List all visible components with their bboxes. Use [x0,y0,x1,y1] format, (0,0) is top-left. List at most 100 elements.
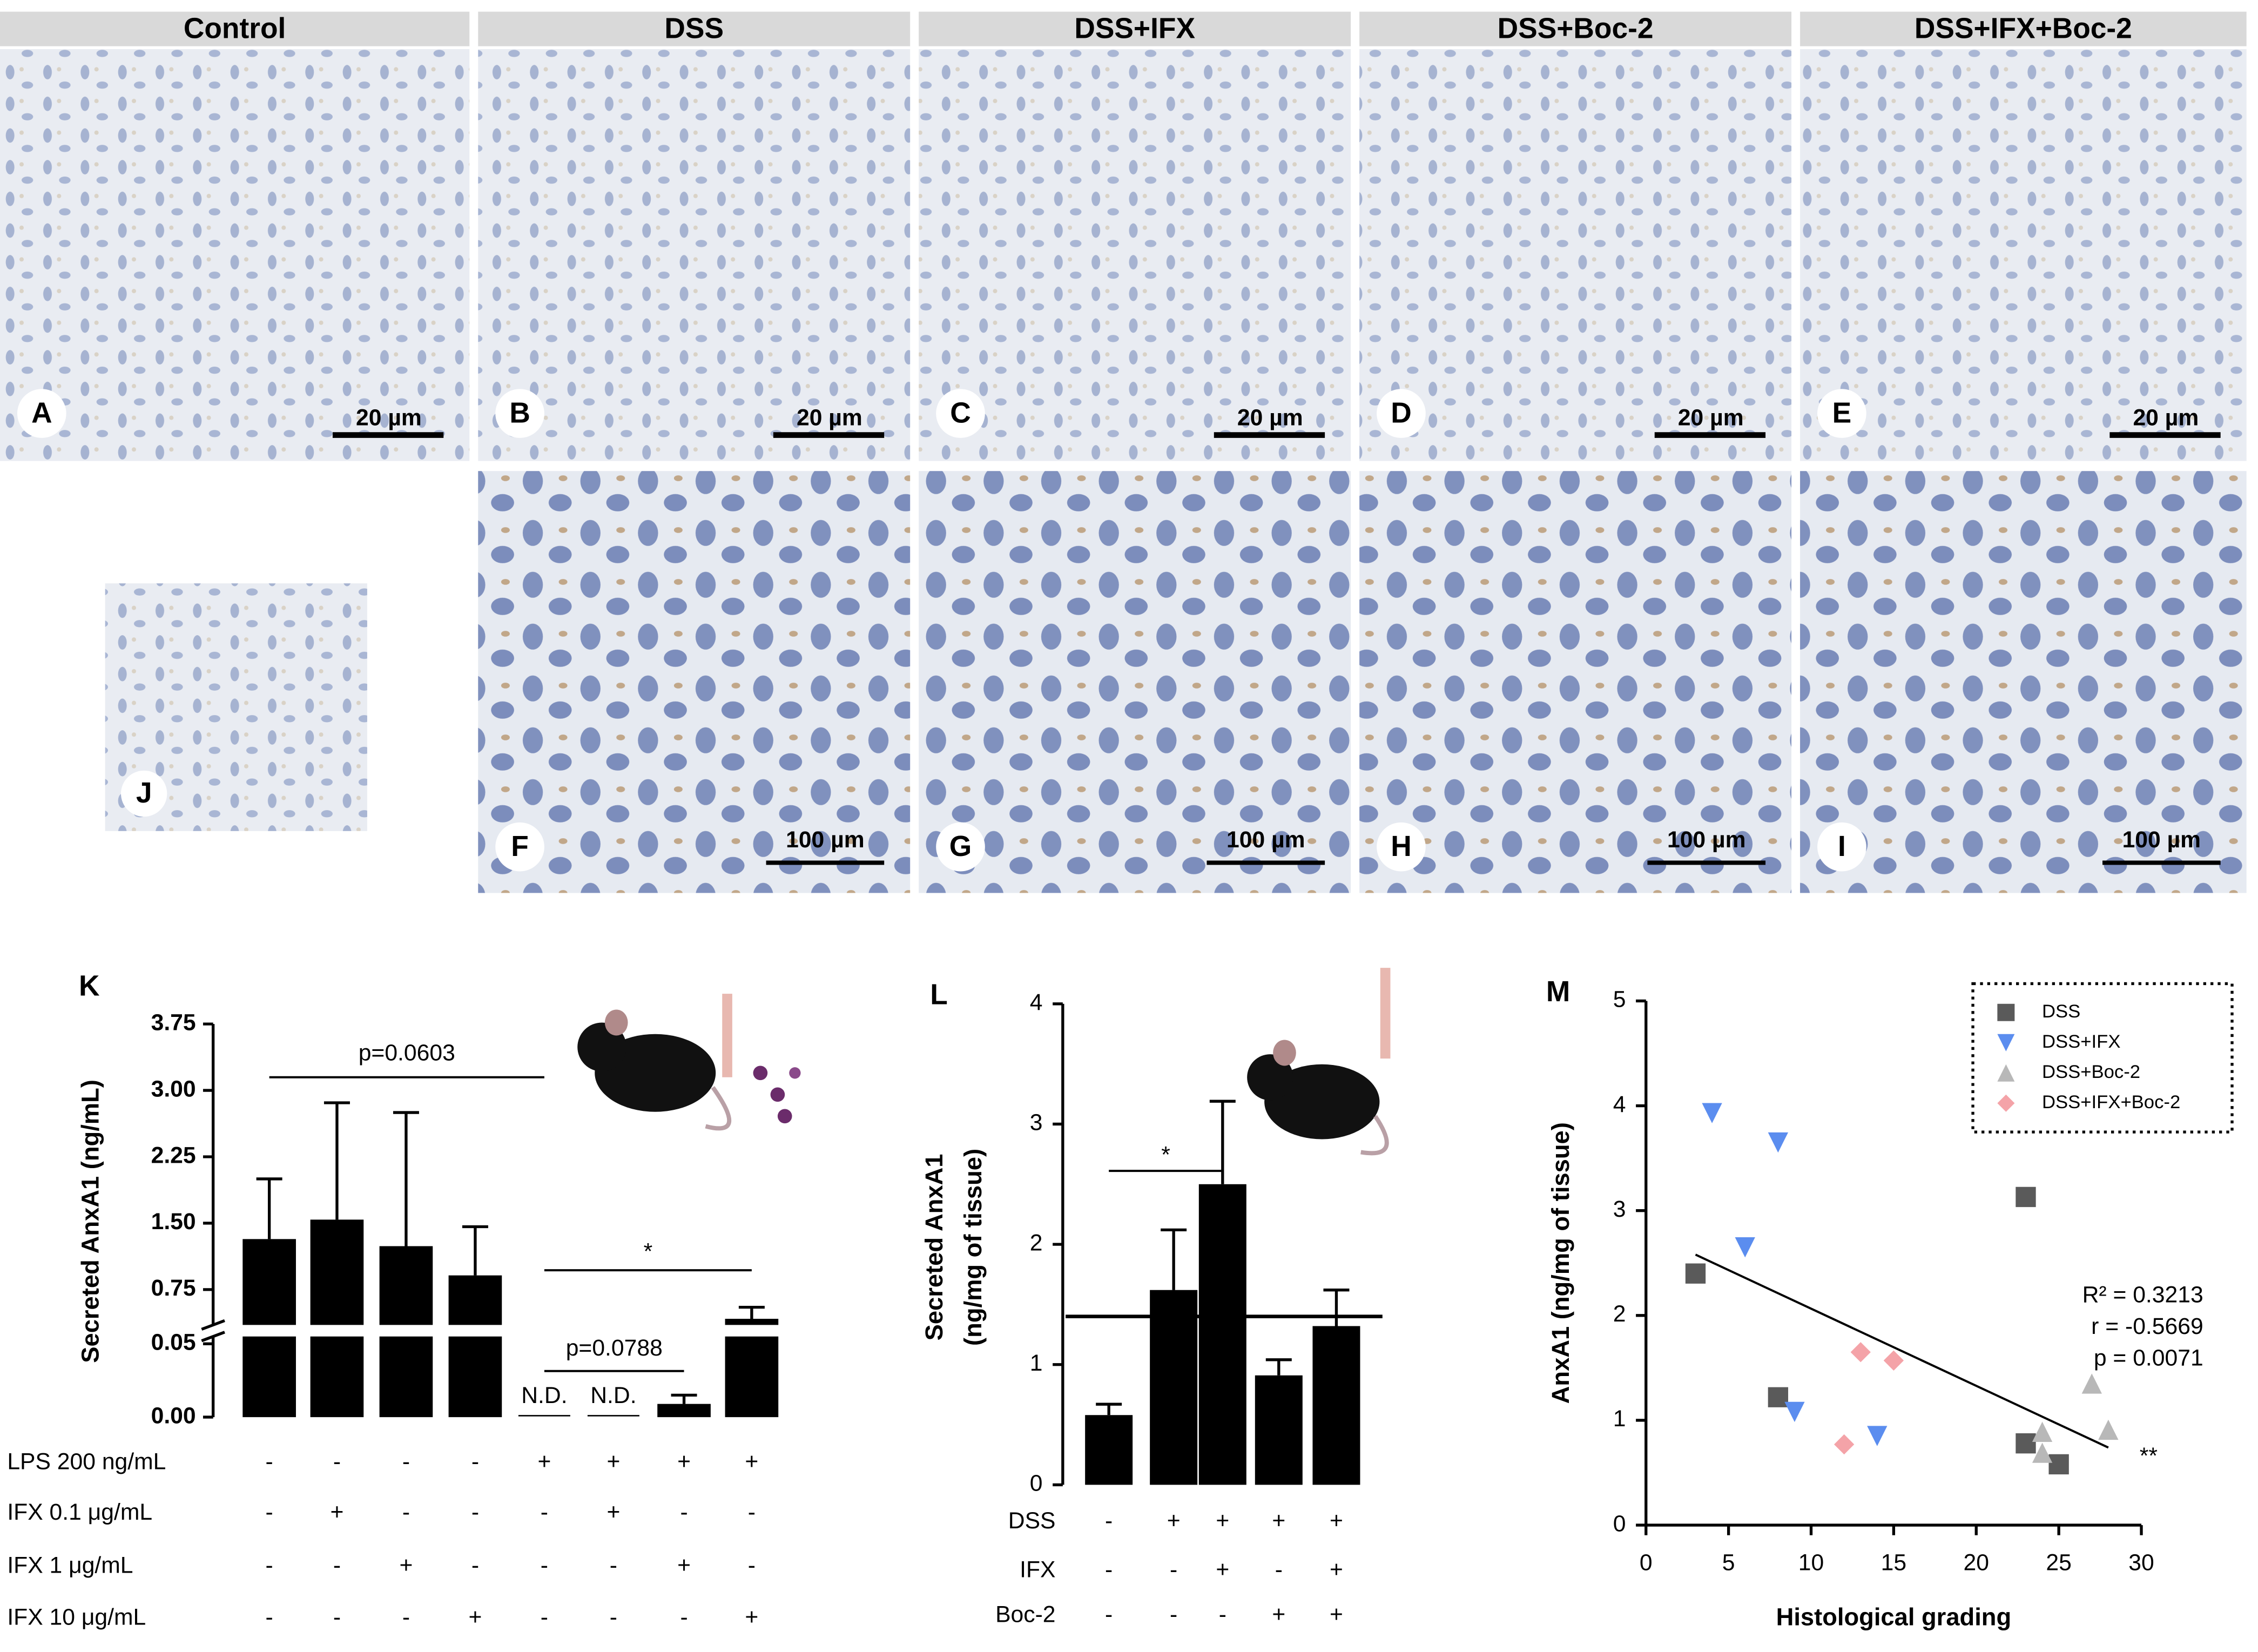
letter-badge [1817,389,1866,438]
scale-label: 100 µm [786,827,865,853]
panel-letter: K [79,970,100,1002]
treatment-label: IFX [1020,1557,1055,1583]
trendline [1695,1253,2109,1449]
value-label: N.D. [590,1383,636,1408]
legend-label: DSS+IFX [2042,1031,2120,1052]
treatment-sign: - [333,1604,341,1630]
bar [1255,1375,1303,1485]
micrograph [1359,49,1792,461]
treatment-sign: + [330,1499,343,1525]
treatment-sign: - [266,1499,273,1525]
legend-box [1971,982,2234,1134]
scatter-point [1867,1426,1888,1446]
treatment-sign: + [1167,1508,1181,1534]
bar [1312,1326,1360,1485]
stat-label: r = -0.5669 [2091,1313,2203,1339]
scatter-point [1768,1132,1789,1153]
error-bar [1265,1358,1292,1375]
y-tick-label: 2 [1030,1230,1043,1256]
legend-label: DSS [2042,1001,2080,1022]
letter-badge [1377,389,1426,438]
value-label: N.D. [521,1383,567,1408]
header-bar [919,11,1351,46]
scatter-point [1685,1263,1706,1284]
panel-letter: I [1838,831,1846,862]
treatment-label: Boc-2 [995,1601,1055,1627]
treatment-sign: + [1330,1557,1343,1583]
treatment-sign: + [1330,1601,1343,1627]
scatter-point [1735,1237,1755,1258]
scale-label: 100 µm [1667,827,1746,853]
annotation: p=0.0788 [566,1335,663,1361]
treatment-label: LPS 200 ng/mL [7,1449,166,1475]
scatter-point [2081,1373,2102,1394]
y-tick-label: 0.75 [151,1275,196,1301]
letter-badge [1377,822,1426,872]
micrograph [919,49,1351,461]
treatment-sign: + [677,1553,691,1579]
panel-letter: H [1391,831,1412,862]
error-bar [1161,1228,1187,1290]
treatment-sign: - [266,1604,273,1630]
scatter-point [1702,1103,1722,1123]
treatment-label: IFX 10 μg/mL [7,1604,146,1630]
scale-label: 100 µm [2122,827,2201,853]
letter-badge [936,389,985,438]
scale-label: 100 µm [1226,827,1305,853]
significance: ** [2140,1443,2158,1469]
mouse-icon [1247,968,1391,1156]
treatment-sign: + [468,1604,482,1630]
annotation: p=0.0603 [359,1040,455,1066]
treatment-label: IFX 1 μg/mL [7,1553,133,1579]
treatment-sign: + [745,1449,758,1475]
treatment-sign: - [402,1449,410,1475]
letter-badge [1817,822,1866,872]
x-tick-label: 30 [2128,1549,2154,1575]
scatter-point [1784,1401,1805,1422]
treatment-sign: + [606,1499,620,1525]
scale-label: 20 µm [1237,404,1303,430]
treatment-sign: - [1105,1557,1113,1583]
treatment-sign: - [680,1604,687,1630]
decor [577,968,1391,1156]
x-tick-label: 10 [1798,1549,1824,1575]
scatter-point [1850,1342,1871,1363]
letter-badge [17,389,66,438]
scatter-point [2098,1419,2119,1440]
y-tick-label: 0.05 [151,1330,196,1356]
x-tick-label: 0 [1640,1549,1653,1575]
treatment-label: DSS [1008,1508,1056,1534]
treatment-sign: - [402,1499,410,1525]
micrograph [478,49,911,461]
treatment-sign: - [1105,1601,1113,1627]
y-tick-label: 0.00 [151,1402,196,1428]
error-bar [256,1177,282,1239]
bar [379,1246,433,1418]
annotation: * [1161,1142,1170,1168]
treatment-sign: - [266,1449,273,1475]
y-axis-label: Secreted AnxA1 [920,1154,948,1341]
error-bar [393,1111,419,1246]
stat-label: R² = 0.3213 [2082,1282,2203,1307]
panel-letter: B [509,397,530,429]
y-tick-label: 2.25 [151,1142,196,1168]
treatment-sign: - [748,1553,756,1579]
stat-label: p = 0.0071 [2094,1345,2203,1371]
bar [725,1318,779,1418]
treatment-sign: - [1219,1601,1226,1627]
treatment-sign: - [333,1449,341,1475]
x-axis-label: Histological grading [1776,1603,2012,1630]
panel-header: DSS+Boc-2 [1498,12,1654,44]
treatment-sign: - [748,1499,756,1525]
treatment-sign: - [541,1499,548,1525]
treatment-sign: - [471,1553,479,1579]
y-tick-label: 5 [1613,987,1626,1013]
x-tick-label: 20 [1964,1549,1989,1575]
treatment-sign: - [402,1604,410,1630]
panel-letter: J [136,777,152,809]
panel-letter: M [1546,976,1570,1008]
letter-badge [495,822,544,872]
treatment-sign: - [680,1499,687,1525]
error-bar [323,1101,350,1220]
header-bar [1359,11,1792,46]
